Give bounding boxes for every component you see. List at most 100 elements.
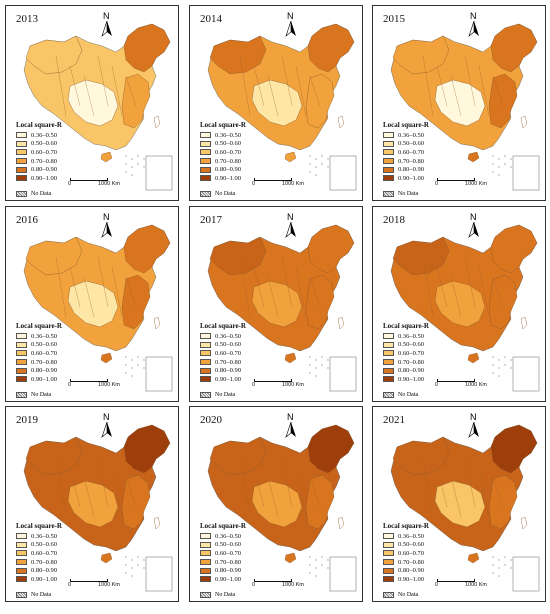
north-arrow-icon: N xyxy=(283,212,299,239)
island-dot xyxy=(504,356,506,358)
island-taiwan xyxy=(153,516,161,530)
nodata-legend: No Data xyxy=(16,592,51,598)
island-dot xyxy=(125,163,127,165)
legend-swatch xyxy=(200,140,211,147)
scale-end-label: 1000 Km xyxy=(98,582,121,588)
island-dot xyxy=(492,163,494,165)
legend-item: 0.80–0.90 xyxy=(383,165,429,174)
legend-swatch xyxy=(383,158,394,165)
region-northeast xyxy=(490,23,538,73)
north-arrow-icon: N xyxy=(466,412,482,439)
legend-item: 0.60–0.70 xyxy=(200,549,246,558)
legend-item: 0.50–0.60 xyxy=(383,341,429,350)
legend-label: 0.90–1.00 xyxy=(398,375,424,383)
island-dot xyxy=(327,367,329,369)
legend-swatch xyxy=(16,132,27,139)
scale-bar: 0 1000 Km xyxy=(250,174,326,190)
island-dot xyxy=(504,564,506,566)
island-dot xyxy=(125,572,127,574)
legend-swatch xyxy=(16,359,27,366)
island-dot xyxy=(510,166,512,168)
province-boundary xyxy=(478,466,490,518)
legend-label: 0.70–0.80 xyxy=(215,558,241,566)
scale-end-label: 1000 Km xyxy=(98,382,121,388)
island-dot xyxy=(492,155,494,157)
island-dot xyxy=(327,559,329,561)
legend-item: 0.36–0.50 xyxy=(16,332,62,341)
island-dot xyxy=(321,356,323,358)
north-arrow-icon: N xyxy=(466,212,482,239)
nodata-swatch xyxy=(200,191,211,197)
island-dot xyxy=(510,367,512,369)
legend-label: 0.60–0.70 xyxy=(398,148,424,156)
legend-item: 0.70–0.80 xyxy=(16,358,62,367)
legend-label: 0.50–0.60 xyxy=(31,140,57,148)
legend-label: 0.90–1.00 xyxy=(31,174,57,182)
island-dot xyxy=(321,564,323,566)
north-label: N xyxy=(103,212,110,222)
region-east xyxy=(121,274,151,330)
legend: Local square-R 0.36–0.50 0.50–0.60 0.60–0.7… xyxy=(16,322,62,384)
nodata-label: No Data xyxy=(31,392,52,398)
island-dot xyxy=(321,163,323,165)
scale-end-label: 1000 Km xyxy=(282,582,305,588)
island-dot xyxy=(327,359,329,361)
map-panel-2017: 2017 N Local square-R 0.36–0.50 0.50–0.60 0.6… xyxy=(189,206,363,402)
legend-label: 0.50–0.60 xyxy=(31,541,57,549)
island-dot xyxy=(131,158,133,160)
island-dot xyxy=(510,158,512,160)
legend-item: 0.60–0.70 xyxy=(383,549,429,558)
province-boundary xyxy=(281,55,293,107)
island-dot xyxy=(327,567,329,569)
island-dot xyxy=(131,567,133,569)
legend-item: 0.60–0.70 xyxy=(200,349,246,358)
map-panel-2020: 2020 N Local square-R 0.36–0.50 0.50–0.60 0.6… xyxy=(189,406,363,602)
region-southwest xyxy=(434,280,486,328)
legend-item: 0.70–0.80 xyxy=(16,558,62,567)
island-hainan xyxy=(100,151,113,163)
nodata-label: No Data xyxy=(215,392,236,398)
nodata-legend: No Data xyxy=(16,191,51,197)
province-boundary xyxy=(83,276,95,318)
province-boundary xyxy=(309,476,321,508)
legend-swatch xyxy=(383,376,394,383)
scale-start-label: 0 xyxy=(435,181,439,187)
island-dot xyxy=(498,575,500,577)
legend-swatch xyxy=(200,350,211,357)
legend-item: 0.50–0.60 xyxy=(383,140,429,149)
legend-label: 0.70–0.80 xyxy=(215,358,241,366)
island-dot xyxy=(321,155,323,157)
legend-item: 0.36–0.50 xyxy=(200,532,246,541)
legend-swatch xyxy=(200,533,211,540)
nodata-legend: No Data xyxy=(200,592,235,598)
province-boundary xyxy=(97,456,109,508)
island-dot xyxy=(131,367,133,369)
south-china-sea-inset xyxy=(512,556,540,592)
region-northwest xyxy=(25,35,83,75)
panel-year-label: 2020 xyxy=(200,414,222,426)
north-label: N xyxy=(470,212,477,222)
island-dot xyxy=(125,171,127,173)
region-east xyxy=(121,474,151,530)
legend-item: 0.80–0.90 xyxy=(383,566,429,575)
legend-title: Local square-R xyxy=(383,121,429,129)
province-boundary xyxy=(267,476,279,518)
island-dot xyxy=(143,359,145,361)
province-boundary xyxy=(295,65,307,117)
island-hainan xyxy=(100,552,113,564)
scale-start-label: 0 xyxy=(68,181,72,187)
nodata-label: No Data xyxy=(215,592,236,598)
legend-swatch xyxy=(200,559,211,566)
legend-label: 0.60–0.70 xyxy=(31,148,57,156)
island-dot xyxy=(510,567,512,569)
legend-label: 0.80–0.90 xyxy=(31,166,57,174)
island-dot xyxy=(309,572,311,574)
nodata-swatch xyxy=(383,392,394,398)
scale-start-label: 0 xyxy=(68,382,72,388)
map-panel-2019: 2019 N Local square-R 0.36–0.50 0.50–0.60 0.6… xyxy=(5,406,179,602)
map-panel-2018: 2018 N Local square-R 0.36–0.50 0.50–0.60 0.6… xyxy=(372,206,546,402)
legend-title: Local square-R xyxy=(16,121,62,129)
island-dot xyxy=(137,155,139,157)
legend: Local square-R 0.36–0.50 0.50–0.60 0.60–0.7… xyxy=(16,121,62,183)
island-dot xyxy=(498,567,500,569)
